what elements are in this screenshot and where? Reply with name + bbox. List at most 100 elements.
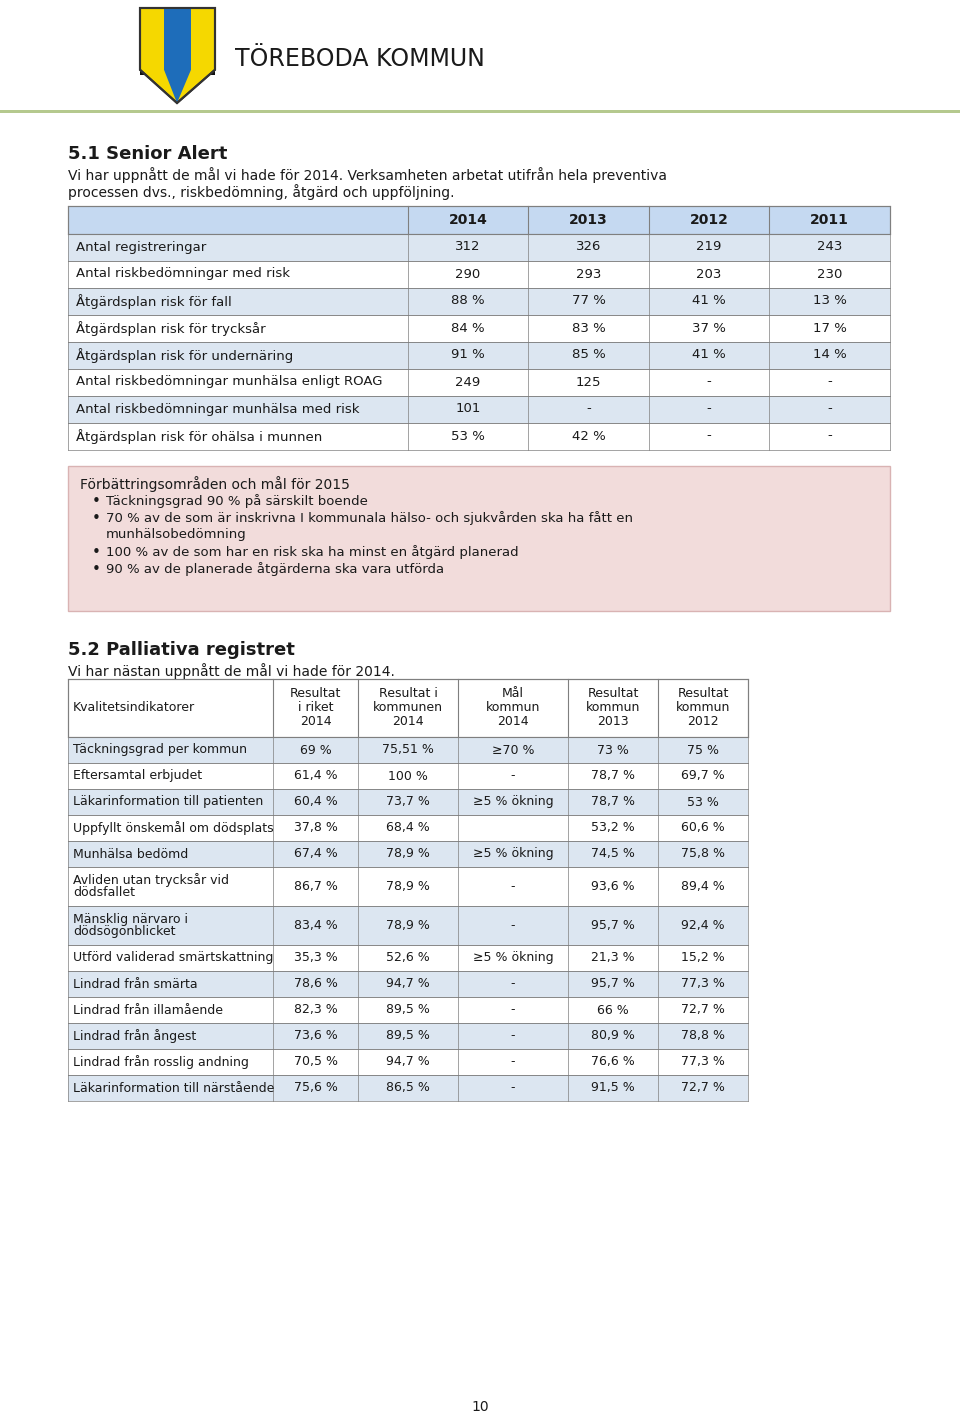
Text: 68,4 %: 68,4 % [386, 821, 430, 834]
Text: 89,5 %: 89,5 % [386, 1030, 430, 1042]
Text: 2013: 2013 [569, 212, 608, 227]
Text: Lindrad från illamående: Lindrad från illamående [73, 1004, 223, 1017]
Text: 83,4 %: 83,4 % [294, 918, 337, 933]
Text: Utförd validerad smärtskattning: Utförd validerad smärtskattning [73, 951, 274, 964]
Text: 15,2 %: 15,2 % [682, 951, 725, 964]
Text: Lindrad från ångest: Lindrad från ångest [73, 1030, 196, 1044]
Text: 78,9 %: 78,9 % [386, 918, 430, 933]
Text: 74,5 %: 74,5 % [591, 847, 635, 860]
Bar [68, 997, 748, 1022]
Bar [68, 288, 890, 315]
Text: 249: 249 [455, 375, 481, 388]
Text: 91 %: 91 % [451, 348, 485, 362]
Bar [68, 342, 890, 369]
Text: Åtgärdsplan risk för trycksår: Åtgärdsplan risk för trycksår [76, 321, 266, 337]
Text: 2014: 2014 [448, 212, 488, 227]
Text: 89,4 %: 89,4 % [682, 880, 725, 893]
Text: 203: 203 [696, 268, 722, 281]
Text: Åtgärdsplan risk för ohälsa i munnen: Åtgärdsplan risk för ohälsa i munnen [76, 429, 323, 445]
Text: kommun: kommun [586, 702, 640, 714]
Text: munhälsobedömning: munhälsobedömning [106, 528, 247, 540]
Text: Vi har uppnått de mål vi hade för 2014. Verksamheten arbetat utifrån hela preven: Vi har uppnått de mål vi hade för 2014. … [68, 167, 667, 183]
Text: 326: 326 [576, 241, 601, 254]
Text: 37 %: 37 % [692, 321, 726, 335]
Text: 219: 219 [696, 241, 722, 254]
Text: 72,7 %: 72,7 % [681, 1081, 725, 1095]
Text: 290: 290 [455, 268, 481, 281]
Text: 82,3 %: 82,3 % [294, 1004, 337, 1017]
Text: 53,2 %: 53,2 % [591, 821, 635, 834]
Text: Lindrad från rosslig andning: Lindrad från rosslig andning [73, 1055, 249, 1070]
Text: dödsögonblicket: dödsögonblicket [73, 925, 176, 938]
Text: 100 %: 100 % [388, 770, 428, 783]
Text: ≥5 % ökning: ≥5 % ökning [472, 847, 553, 860]
Text: Uppfyllt önskemål om dödsplats: Uppfyllt önskemål om dödsplats [73, 821, 274, 836]
Text: 293: 293 [576, 268, 601, 281]
Bar [68, 1050, 748, 1075]
Bar [68, 205, 890, 234]
Text: 73,7 %: 73,7 % [386, 796, 430, 809]
Bar [68, 424, 890, 451]
Text: -: - [511, 1055, 516, 1068]
Text: 5.1 Senior Alert: 5.1 Senior Alert [68, 145, 228, 163]
Text: 75,8 %: 75,8 % [681, 847, 725, 860]
Text: -: - [707, 429, 711, 442]
Text: 14 %: 14 % [812, 348, 847, 362]
Text: 37,8 %: 37,8 % [294, 821, 337, 834]
Bar [68, 906, 748, 945]
Text: 70 % av de som är inskrivna I kommunala hälso- och sjukvården ska ha fått en: 70 % av de som är inskrivna I kommunala … [106, 511, 633, 525]
Polygon shape [164, 9, 191, 103]
Text: -: - [707, 402, 711, 415]
Text: 75,51 %: 75,51 % [382, 743, 434, 757]
Text: 21,3 %: 21,3 % [591, 951, 635, 964]
Text: 70,5 %: 70,5 % [294, 1055, 338, 1068]
Text: Åtgärdsplan risk för undernäring: Åtgärdsplan risk för undernäring [76, 348, 293, 364]
Text: 67,4 %: 67,4 % [294, 847, 337, 860]
Text: kommun: kommun [486, 702, 540, 714]
Bar [68, 466, 890, 610]
Text: 80,9 %: 80,9 % [591, 1030, 635, 1042]
Text: -: - [707, 375, 711, 388]
Text: Eftersamtal erbjudet: Eftersamtal erbjudet [73, 770, 203, 783]
Text: 60,6 %: 60,6 % [682, 821, 725, 834]
Text: Vi har nästan uppnått de mål vi hade för 2014.: Vi har nästan uppnått de mål vi hade för… [68, 663, 395, 679]
Text: 73,6 %: 73,6 % [294, 1030, 337, 1042]
Text: -: - [511, 1081, 516, 1095]
Text: 53 %: 53 % [687, 796, 719, 809]
Text: 41 %: 41 % [692, 295, 726, 308]
Text: 95,7 %: 95,7 % [591, 977, 635, 991]
Text: 2012: 2012 [687, 714, 719, 729]
Bar [68, 396, 890, 424]
Text: 89,5 %: 89,5 % [386, 1004, 430, 1017]
Bar [140, 23, 215, 31]
Text: 83 %: 83 % [571, 321, 606, 335]
Text: 230: 230 [817, 268, 842, 281]
Text: 2013: 2013 [597, 714, 629, 729]
Text: 78,8 %: 78,8 % [681, 1030, 725, 1042]
Text: Resultat: Resultat [588, 687, 638, 700]
Text: Förbättringsområden och mål för 2015: Förbättringsområden och mål för 2015 [80, 476, 349, 492]
Text: 94,7 %: 94,7 % [386, 1055, 430, 1068]
Text: 69,7 %: 69,7 % [682, 770, 725, 783]
Text: 125: 125 [576, 375, 601, 388]
Bar [68, 971, 748, 997]
Text: 77,3 %: 77,3 % [681, 1055, 725, 1068]
Text: Resultat: Resultat [678, 687, 729, 700]
Text: ≥70 %: ≥70 % [492, 743, 535, 757]
Text: Resultat i: Resultat i [378, 687, 438, 700]
Text: 78,9 %: 78,9 % [386, 847, 430, 860]
Text: 101: 101 [455, 402, 481, 415]
Bar [68, 763, 748, 789]
Text: 5.2 Palliativa registret: 5.2 Palliativa registret [68, 642, 295, 659]
Bar [68, 867, 748, 906]
Text: Lindrad från smärta: Lindrad från smärta [73, 977, 198, 991]
Text: •: • [92, 562, 101, 578]
Bar [0, 110, 960, 113]
Text: -: - [511, 770, 516, 783]
Text: Mänsklig närvaro i: Mänsklig närvaro i [73, 913, 188, 925]
Text: 72,7 %: 72,7 % [681, 1004, 725, 1017]
Bar [68, 234, 890, 261]
Bar [68, 1075, 748, 1101]
Text: 78,7 %: 78,7 % [591, 796, 635, 809]
Text: ≥5 % ökning: ≥5 % ökning [472, 796, 553, 809]
